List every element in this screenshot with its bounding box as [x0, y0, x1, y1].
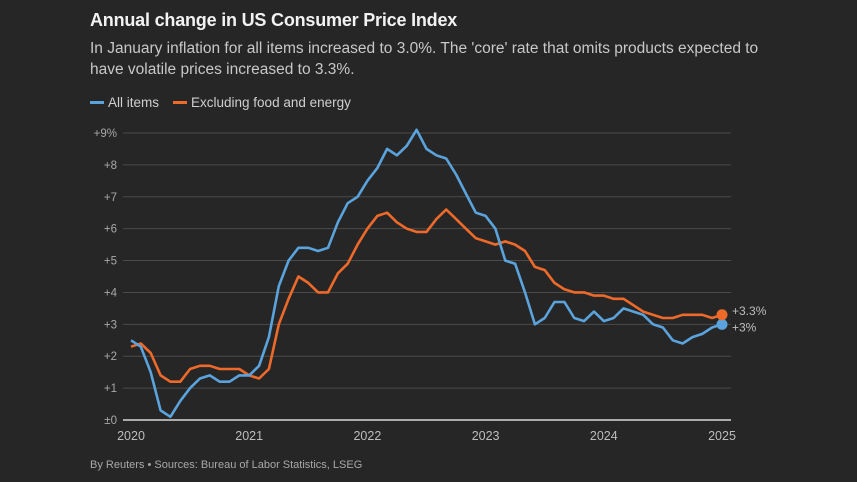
y-tick-label: +4 [104, 287, 118, 299]
x-tick-label: 2023 [472, 429, 500, 443]
y-tick-label: +6 [104, 224, 117, 236]
y-tick-label: +8 [104, 160, 117, 172]
end-point-marker [716, 318, 728, 330]
y-tick-label: +5 [104, 256, 117, 268]
chart-title: Annual change in US Consumer Price Index [90, 10, 458, 30]
end-point-marker [716, 309, 728, 321]
legend-swatch-core [173, 101, 188, 104]
legend-swatch-all-items [90, 101, 104, 104]
x-tick-label: 2025 [708, 429, 736, 443]
y-tick-label: +7 [104, 192, 117, 204]
series-line-all-items [130, 128, 723, 419]
x-tick-label: 2020 [117, 429, 145, 443]
end-value-label: +3% [732, 320, 757, 334]
y-tick-label: +2 [104, 351, 117, 363]
y-tick-label: ±0 [104, 415, 117, 427]
y-tick-label: +1 [104, 383, 117, 395]
legend: All items Excluding food and energy [90, 95, 351, 110]
legend-label: All items [108, 95, 160, 110]
y-tick-label: +9% [94, 128, 117, 140]
x-tick-label: 2021 [235, 429, 263, 443]
legend-label: Excluding food and energy [191, 95, 351, 110]
end-value-label: +3.3% [732, 304, 767, 318]
chart-subtitle: In January inflation for all items incre… [90, 40, 759, 78]
legend-item-all-items: All items [90, 95, 159, 110]
x-tick-label: 2022 [353, 429, 381, 443]
legend-item-core: Excluding food and energy [173, 95, 351, 110]
source-footer: By Reuters • Sources: Bureau of Labor St… [90, 459, 363, 471]
series-line-core [130, 208, 723, 384]
x-tick-label: 2024 [590, 429, 618, 443]
y-tick-label: +3 [104, 319, 117, 331]
